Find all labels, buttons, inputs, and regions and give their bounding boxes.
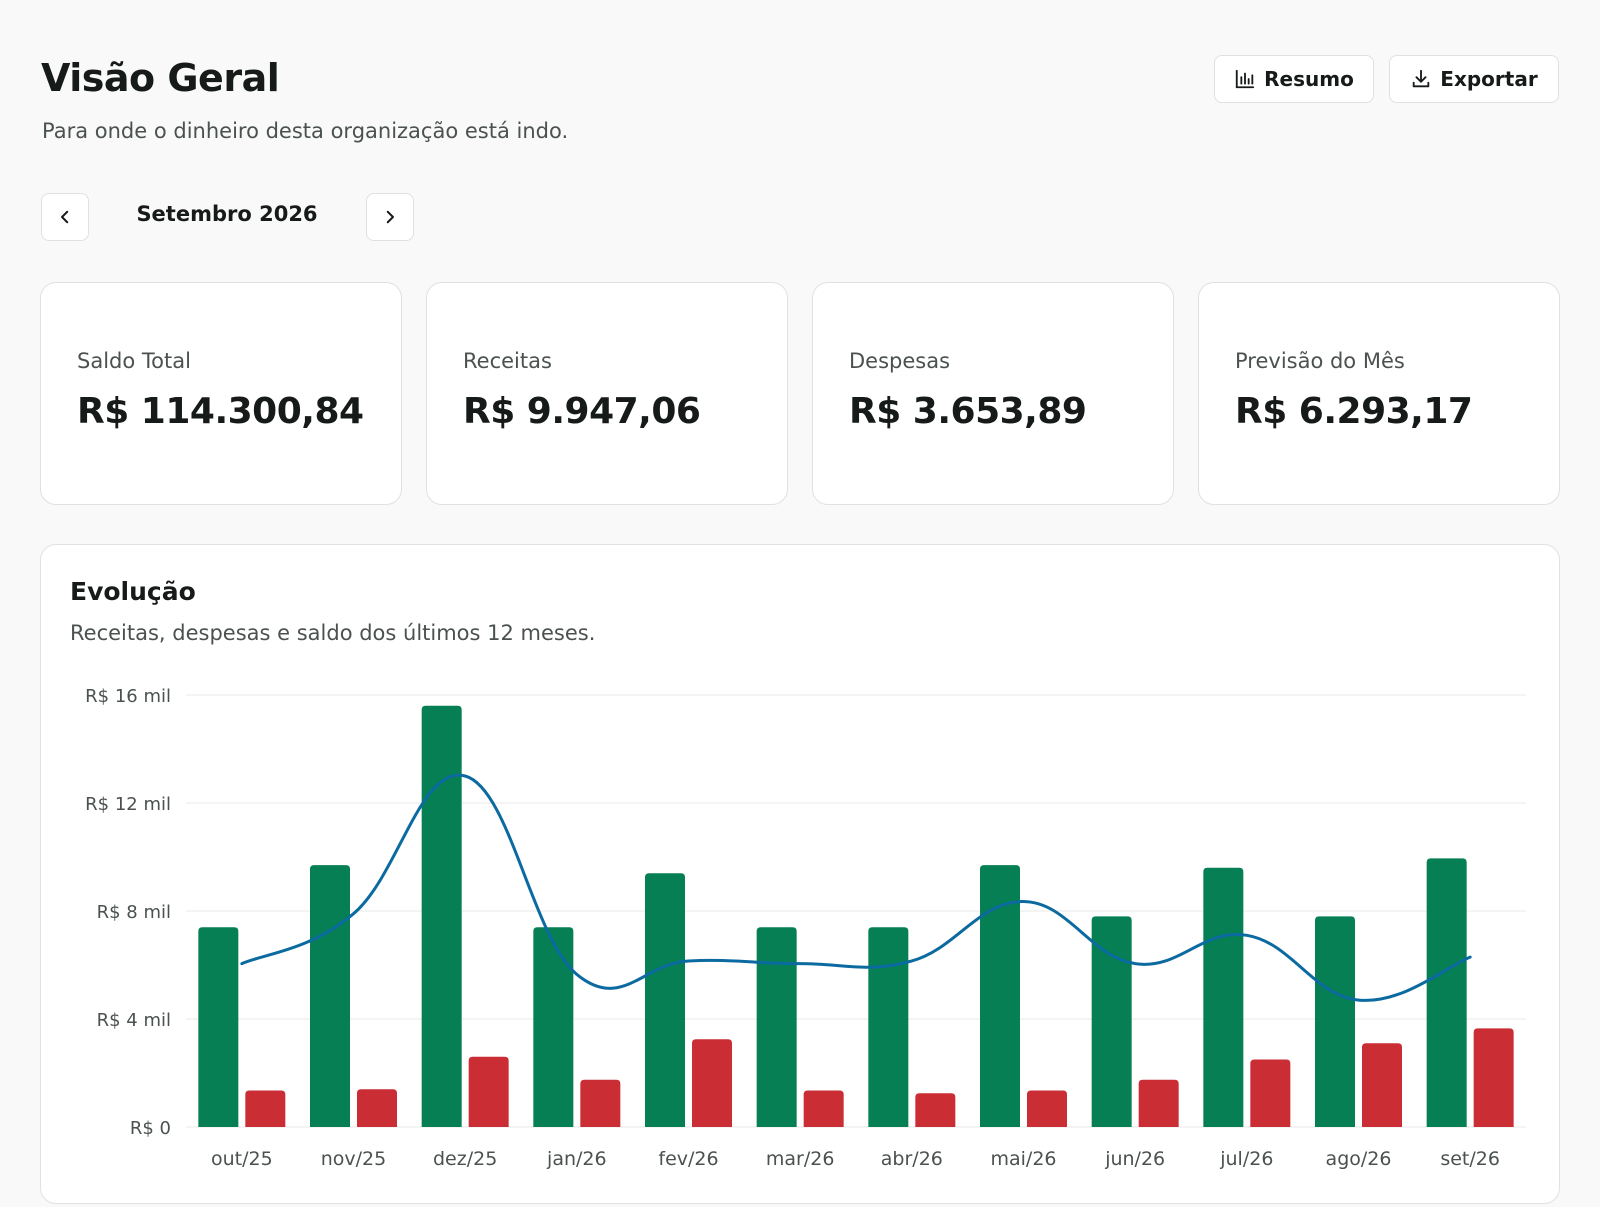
line-saldo <box>240 773 1472 1002</box>
bar-despesas <box>468 1056 509 1127</box>
exportar-button-label: Exportar <box>1440 67 1538 91</box>
card-value: R$ 3.653,89 <box>849 391 1087 432</box>
chevron-right-icon <box>381 208 399 226</box>
card-value: R$ 114.300,84 <box>77 391 364 432</box>
x-tick-label: nov/25 <box>321 1148 387 1170</box>
x-tick-label: set/26 <box>1440 1148 1500 1170</box>
bar-despesas <box>1473 1028 1514 1127</box>
evolution-chart-card: Evolução Receitas, despesas e saldo dos … <box>40 544 1560 1204</box>
bar-despesas <box>580 1079 621 1127</box>
y-tick-label: R$ 16 mil <box>85 686 171 707</box>
x-tick-label: mai/26 <box>990 1148 1056 1170</box>
card-label: Saldo Total <box>77 349 191 373</box>
evolution-chart: R$ 0 R$ 4 mil R$ 8 mil R$ 12 mil R$ 16 mil ou… <box>85 686 1526 1170</box>
card-despesas: Despesas R$ 3.653,89 <box>812 282 1174 505</box>
y-tick-label: R$ 8 mil <box>97 902 171 923</box>
resumo-button[interactable]: Resumo <box>1214 55 1374 103</box>
bar-despesas <box>692 1039 732 1127</box>
exportar-button[interactable]: Exportar <box>1389 55 1559 103</box>
bar-despesas <box>357 1089 397 1127</box>
x-tick-label: fev/26 <box>658 1148 718 1170</box>
bar-despesas <box>803 1090 844 1127</box>
card-receitas: Receitas R$ 9.947,06 <box>426 282 788 505</box>
bar-chart-icon <box>1234 68 1256 90</box>
x-tick-label: dez/25 <box>433 1148 497 1170</box>
x-tick-label: jan/26 <box>546 1148 607 1170</box>
x-tick-label: ago/26 <box>1326 1148 1392 1170</box>
bar-receitas <box>1091 916 1132 1127</box>
bar-receitas <box>980 865 1020 1127</box>
chart-title: Evolução <box>70 577 196 606</box>
card-label: Despesas <box>849 349 951 373</box>
card-label: Receitas <box>463 349 552 373</box>
bar-receitas <box>1426 858 1467 1127</box>
card-value: R$ 9.947,06 <box>463 391 701 432</box>
current-period-label: Setembro 2026 <box>136 202 318 226</box>
page-title: Visão Geral <box>41 56 280 100</box>
download-icon <box>1410 68 1432 90</box>
card-value: R$ 6.293,17 <box>1235 391 1473 432</box>
resumo-button-label: Resumo <box>1264 67 1354 91</box>
bar-despesas <box>245 1090 286 1127</box>
bar-receitas <box>533 927 574 1127</box>
x-tick-label: mar/26 <box>766 1148 835 1170</box>
bar-despesas <box>1138 1079 1179 1127</box>
previous-month-button[interactable] <box>41 193 89 241</box>
bar-receitas <box>310 865 350 1127</box>
x-tick-label: jun/26 <box>1104 1148 1165 1170</box>
y-tick-label: R$ 4 mil <box>97 1010 171 1031</box>
x-tick-label: abr/26 <box>881 1148 943 1170</box>
bar-receitas <box>198 927 239 1127</box>
chart-subtitle: Receitas, despesas e saldo dos últimos 1… <box>70 621 596 645</box>
bar-despesas <box>1027 1090 1067 1127</box>
bar-receitas <box>645 873 685 1127</box>
bar-despesas <box>1362 1043 1402 1127</box>
bar-receitas <box>1203 867 1244 1127</box>
x-tick-label: jul/26 <box>1219 1148 1273 1170</box>
bar-receitas <box>868 927 909 1127</box>
bar-receitas <box>421 705 462 1127</box>
card-previsao-do-mes: Previsão do Mês R$ 6.293,17 <box>1198 282 1560 505</box>
page-subtitle: Para onde o dinheiro desta organização e… <box>42 119 569 143</box>
bar-receitas <box>756 927 797 1127</box>
bar-receitas <box>1315 916 1355 1127</box>
chevron-left-icon <box>56 208 74 226</box>
y-tick-label: R$ 12 mil <box>85 794 171 815</box>
y-tick-label: R$ 0 <box>130 1118 171 1139</box>
bar-despesas <box>1250 1059 1291 1127</box>
x-tick-label: out/25 <box>211 1148 273 1170</box>
next-month-button[interactable] <box>366 193 414 241</box>
bar-despesas <box>915 1093 956 1127</box>
card-label: Previsão do Mês <box>1235 349 1405 373</box>
card-saldo-total: Saldo Total R$ 114.300,84 <box>40 282 402 505</box>
